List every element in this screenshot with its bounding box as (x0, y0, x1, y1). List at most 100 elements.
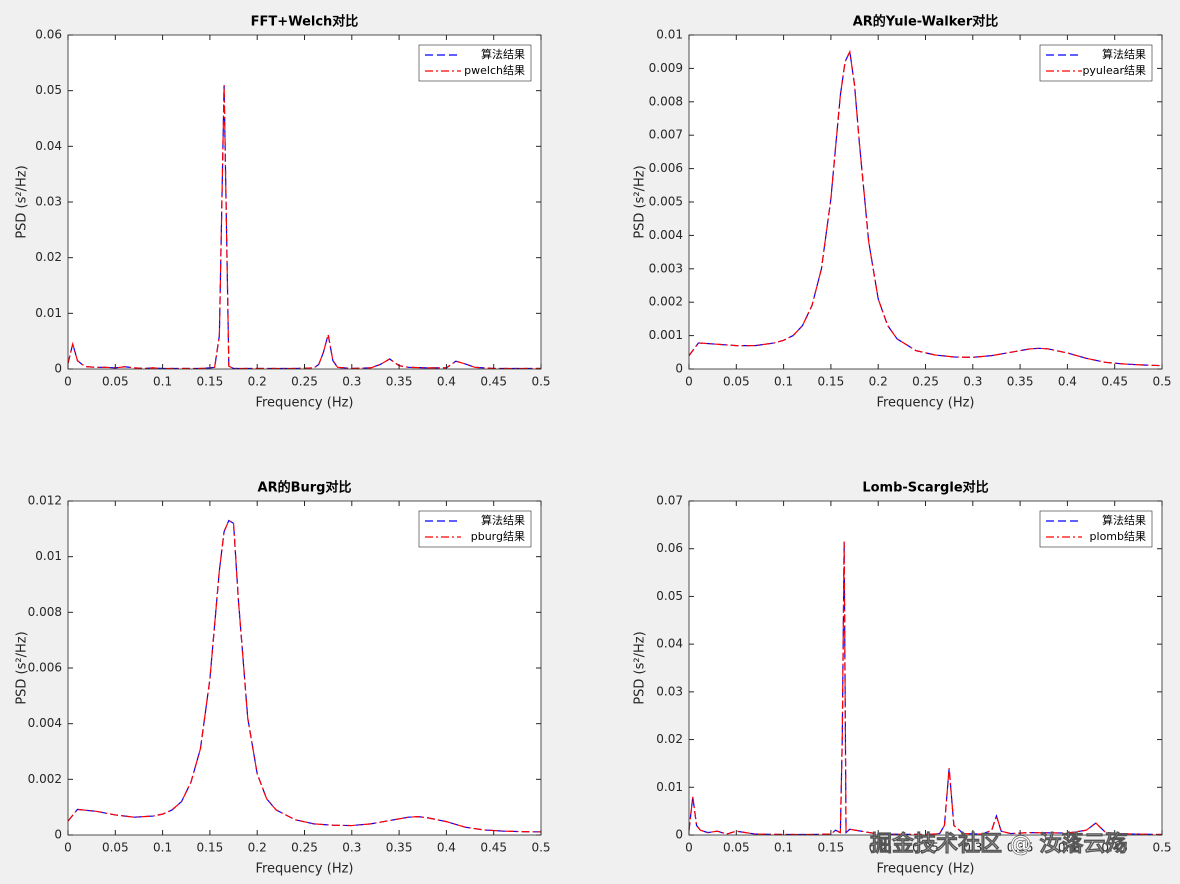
chart-title: AR的Yule-Walker对比 (853, 14, 999, 30)
legend: 算法结果 pburg结果 (418, 510, 532, 548)
y-axis-label: PSD (s²/Hz) (15, 631, 30, 704)
legend-box (418, 44, 532, 82)
x-axis-label: Frequency (Hz) (255, 862, 353, 877)
x-tick-label: 0.25 (291, 841, 318, 855)
x-tick-label: 0.35 (386, 841, 413, 855)
x-tick-label: 0 (685, 841, 693, 855)
plot-area (68, 35, 541, 369)
series-line (688, 49, 1163, 367)
x-tick-label: 0.1 (774, 841, 793, 855)
plot-area (689, 501, 1162, 835)
y-tick-label: 0.01 (35, 549, 62, 563)
x-tick-label: 0.35 (1007, 375, 1034, 389)
y-tick-label: 0.012 (28, 494, 62, 508)
x-tick-label: 0.3 (963, 375, 982, 389)
legend: 算法结果 plomb结果 (1039, 510, 1153, 548)
x-tick-label: 0.15 (818, 841, 845, 855)
axes: 0 0.05 0.1 0.15 0.2 0.25 0.3 0.35 0.4 0.45 0.5 0 0.0… (633, 480, 1172, 877)
legend-label: pburg结果 (471, 530, 525, 543)
x-tick-label: 0 (64, 841, 72, 855)
y-tick-label: 0.02 (35, 250, 62, 264)
x-tick-label: 0.05 (723, 841, 750, 855)
x-tick-label: 0.5 (1152, 841, 1171, 855)
y-tick-label: 0 (675, 362, 683, 376)
legend-label: plomb结果 (1090, 530, 1146, 543)
x-tick-label: 0.15 (197, 841, 224, 855)
y-tick-label: 0.04 (656, 637, 683, 651)
y-tick-label: 0 (675, 828, 683, 842)
x-tick-label: 0.3 (342, 841, 361, 855)
series-line (67, 85, 541, 370)
y-tick-label: 0.05 (656, 589, 683, 603)
series-line (688, 541, 1163, 836)
y-tick-label: 0.05 (35, 83, 62, 97)
y-tick-label: 0.001 (649, 328, 683, 342)
y-tick-label: 0.06 (656, 541, 683, 555)
watermark: 掘金技术社区 @ 汝落云殇 (870, 831, 1127, 857)
y-tick-label: 0.004 (649, 228, 683, 242)
x-tick-label: 0.2 (869, 375, 888, 389)
chart-title: Lomb-Scargle对比 (862, 480, 988, 496)
chart-title: FFT+Welch对比 (251, 14, 359, 30)
x-tick-label: 0.45 (480, 375, 507, 389)
chart-title: AR的Burg对比 (258, 480, 352, 496)
x-tick-label: 0.5 (531, 375, 550, 389)
y-tick-label: 0.01 (656, 780, 683, 794)
y-tick-label: 0.01 (656, 28, 683, 42)
x-tick-label: 0.25 (912, 841, 939, 855)
x-tick-label: 0.05 (102, 375, 129, 389)
series-line (67, 519, 542, 833)
x-tick-label: 0.15 (197, 375, 224, 389)
x-tick-label: 0.5 (1152, 375, 1171, 389)
legend: 算法结果 pwelch结果 (418, 44, 532, 82)
x-tick-label: 0.35 (1007, 841, 1034, 855)
x-tick-label: 0.1 (153, 841, 172, 855)
legend-label: 算法结果 (1102, 513, 1146, 527)
y-tick-label: 0.04 (35, 139, 62, 153)
legend-label: 算法结果 (481, 513, 525, 527)
y-tick-label: 0.03 (656, 684, 683, 698)
x-axis-label: Frequency (Hz) (255, 396, 353, 411)
y-tick-label: 0 (54, 362, 62, 376)
y-tick-label: 0.008 (649, 94, 683, 108)
y-axis-label: PSD (s²/Hz) (633, 631, 648, 704)
x-tick-label: 0 (685, 375, 693, 389)
legend-box (1039, 44, 1153, 82)
x-tick-label: 0.5 (531, 841, 550, 855)
x-tick-label: 0.2 (869, 841, 888, 855)
legend-label: 算法结果 (481, 47, 525, 61)
x-tick-label: 0.1 (153, 375, 172, 389)
axes: 0 0.05 0.1 0.15 0.2 0.25 0.3 0.35 0.4 0.45 0.5 0 0.0… (15, 480, 551, 877)
x-tick-label: 0 (64, 375, 72, 389)
y-axis-label: PSD (s²/Hz) (15, 165, 30, 238)
legend-label: pyulear结果 (1082, 64, 1146, 77)
x-tick-label: 0.2 (248, 841, 267, 855)
axes: 0 0.05 0.1 0.15 0.2 0.25 0.3 0.35 0.4 0.45 0.5 0 0.0… (15, 14, 551, 411)
x-tick-label: 0.35 (386, 375, 413, 389)
legend-label: 算法结果 (1102, 47, 1146, 61)
legend-box (418, 510, 532, 548)
plot-area (68, 501, 541, 835)
x-tick-label: 0.45 (480, 841, 507, 855)
y-tick-label: 0 (54, 828, 62, 842)
y-tick-label: 0.002 (28, 772, 62, 786)
x-tick-label: 0.3 (342, 375, 361, 389)
x-tick-label: 0.4 (437, 375, 456, 389)
x-tick-label: 0.15 (818, 375, 845, 389)
x-tick-label: 0.3 (963, 841, 982, 855)
y-tick-label: 0.008 (28, 605, 62, 619)
x-tick-label: 0.45 (1101, 841, 1128, 855)
y-tick-label: 0.006 (28, 661, 62, 675)
y-tick-label: 0.005 (649, 195, 683, 209)
y-tick-label: 0.002 (649, 295, 683, 309)
x-tick-label: 0.45 (1101, 375, 1128, 389)
legend-box (1039, 510, 1153, 548)
x-tick-label: 0.25 (912, 375, 939, 389)
y-tick-label: 0.07 (656, 494, 683, 508)
x-tick-label: 0.4 (1058, 375, 1077, 389)
x-tick-label: 0.4 (437, 841, 456, 855)
y-tick-label: 0.02 (656, 732, 683, 746)
x-tick-label: 0.1 (774, 375, 793, 389)
